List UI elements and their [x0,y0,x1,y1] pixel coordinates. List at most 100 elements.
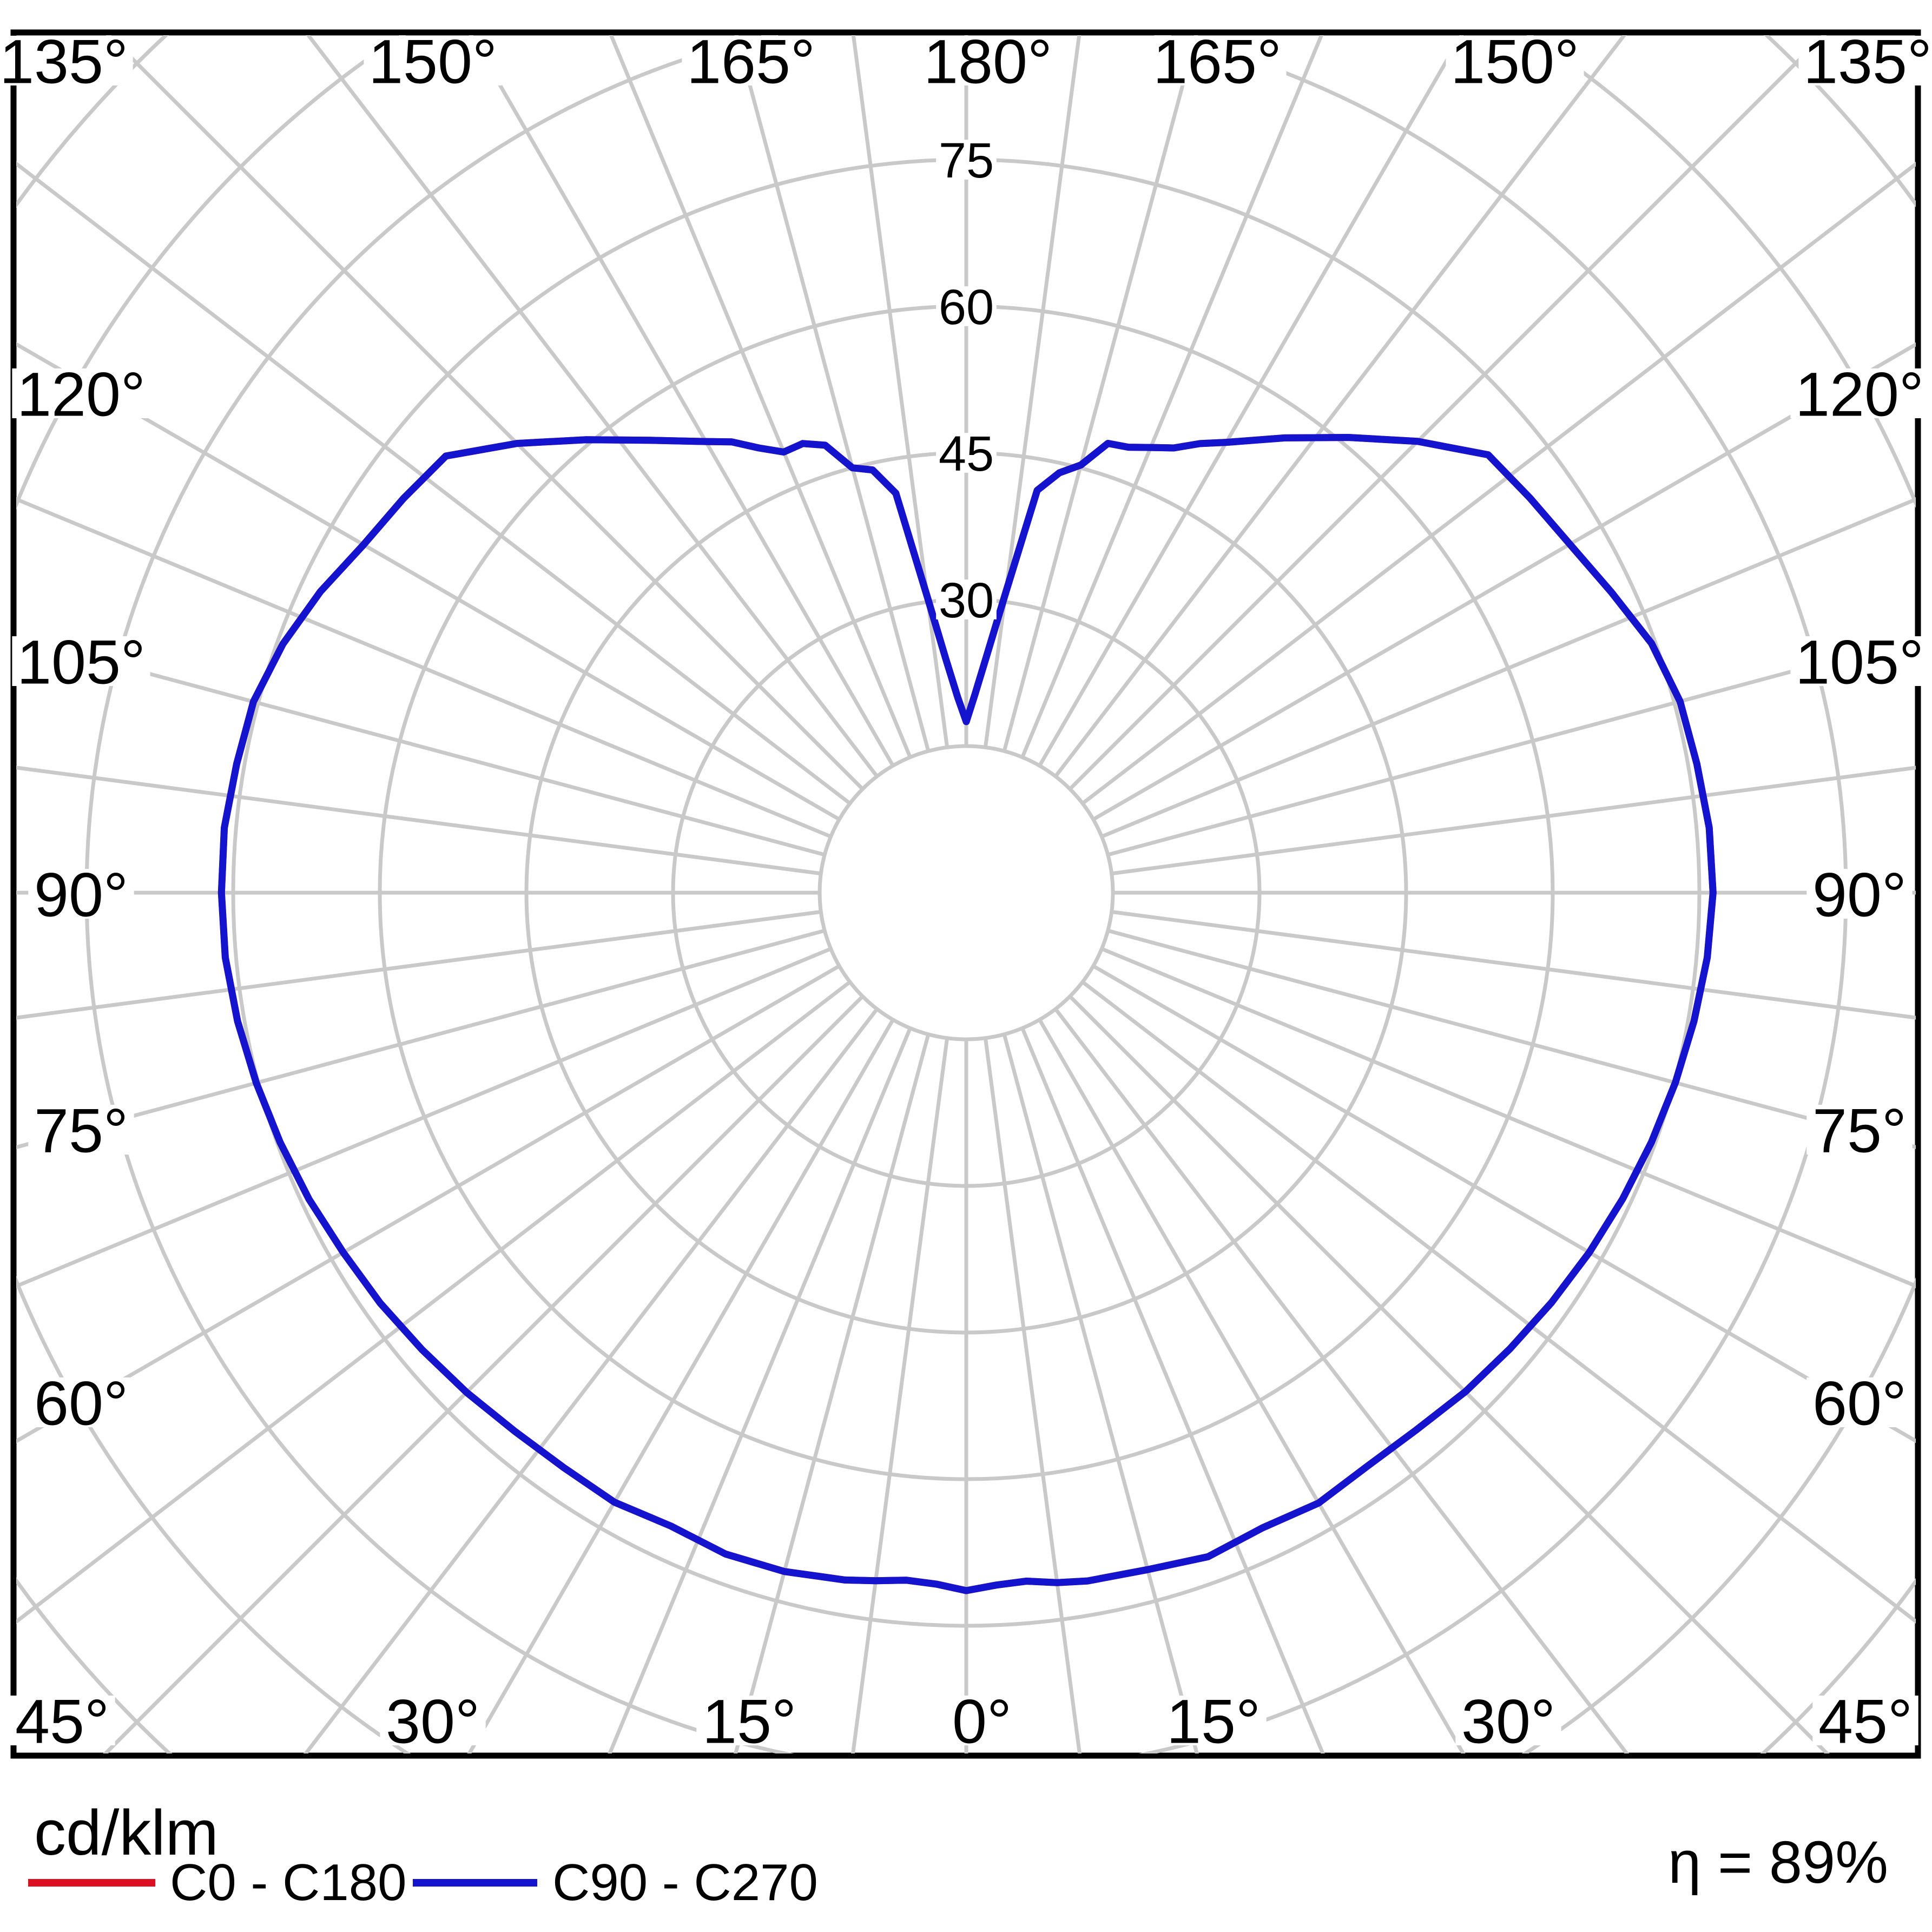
angle-label-top: 150° [1450,27,1579,96]
ring-value-labels: 30 45 60 75 [936,133,997,628]
grid-spoke [851,1038,949,1753]
angle-label-right-bg [1806,1105,1913,1155]
angle-label-top-bg [364,36,502,85]
angle-label-bottom-bg [9,1696,115,1745]
angle-label-top-bg [1446,36,1584,85]
grid-spoke [306,35,879,778]
angle-label-bottom: 15° [1166,1687,1261,1756]
ring-label-60-bg [936,286,997,326]
angle-label-top: 135° [0,27,128,96]
grid-spoke [1107,636,1916,857]
grid-spoke [16,636,826,857]
angle-label-bottom: 30° [1461,1687,1555,1756]
grid-spoke [1002,1033,1199,1753]
angle-label-bottom-bg [1455,1696,1561,1745]
grid-spoke [16,766,821,876]
grid-spoke [983,35,1082,748]
angle-label-top-bg [919,36,1057,85]
grid-spoke [734,1033,931,1753]
angle-label-bottom: 0° [952,1687,1012,1756]
grid-spoke [1038,35,1464,767]
angle-label-top-bg [0,36,133,85]
angle-label-bottom: 45° [15,1687,109,1756]
angle-label-bottom-bg [945,1696,1019,1745]
grid-spoke [16,980,852,1624]
ring-label-30: 30 [939,573,994,628]
curves [217,434,1717,1594]
grid-spoke [983,1038,1082,1753]
grid-spoke [16,909,821,1020]
grid-spoke [469,35,895,767]
angle-label-left-bg [28,1105,134,1155]
grid-spoke [16,342,841,821]
grid-spoke [1092,342,1916,821]
angle-label-bottom-bg [1160,1696,1267,1745]
curve-c90-c270 [217,434,1717,1594]
angle-label-left: 75° [34,1096,128,1165]
angle-label-top: 165° [687,27,815,96]
grid-spoke [103,995,864,1753]
grid-spoke [1101,497,1916,839]
efficiency-label: η = 89% [1668,1829,1888,1896]
grid-spoke [1002,35,1198,752]
grid-spoke [734,35,931,752]
angle-label-left-bg [28,1377,134,1427]
angle-label-right: 105° [1795,628,1924,697]
grid-spoke [16,947,832,1289]
grid-spoke [1081,980,1916,1624]
grid-spoke [467,1018,895,1753]
angle-label-left-bg [28,869,134,919]
grid-spoke [1038,1018,1466,1753]
angle-label-bottom: 15° [702,1687,796,1756]
grid-spoke [16,964,841,1443]
angle-label-left-bg [12,636,150,686]
grid-spoke [1020,1027,1325,1753]
angle-labels: 135° 150° 165° 180° 165° 150° 135° 45° 30° 15° 0° 1… [0,27,1932,1756]
ring-label-60: 60 [939,280,994,335]
angle-label-right: 120° [1795,360,1924,429]
angle-label-right: 75° [1812,1096,1907,1165]
angle-label-left: 120° [17,360,146,429]
angle-label-top: 135° [1803,27,1932,96]
angle-label-right: 90° [1812,860,1907,929]
grid-spoke [106,35,864,790]
angle-label-bottom-bg [1812,1696,1918,1745]
ring-label-45-bg [936,433,997,473]
angle-label-right-bg [1790,636,1929,686]
angle-label-top-bg [1148,36,1287,85]
legend-label-c0-c180: C0 - C180 [170,1854,407,1911]
legend-label-c90-c270: C90 - C270 [552,1854,818,1911]
angle-label-top: 150° [368,27,497,96]
angle-label-left: 60° [34,1369,128,1438]
angle-label-right-bg [1806,1377,1913,1427]
angle-label-top: 180° [924,27,1052,96]
grid-spoke [1020,35,1324,758]
grid-spoke [1092,964,1916,1443]
grid-spoke [1054,1007,1630,1753]
ring-label-75: 75 [939,133,994,188]
grid-spoke [16,497,832,839]
grid-spoke [1101,947,1916,1288]
angle-label-top-bg [682,36,820,85]
ring-label-30-bg [936,579,997,619]
angle-label-top: 165° [1153,27,1282,96]
grid-spoke [1054,35,1627,778]
grid-spoke [1107,928,1916,1149]
angle-label-left: 105° [17,628,146,697]
angle-label-left-bg [12,368,150,418]
grid-spoke [1111,909,1916,1020]
grid-spoke [1081,161,1916,805]
ring-label-45: 45 [939,426,994,482]
grid-spoke [303,1007,879,1753]
angle-label-right-bg [1806,869,1913,919]
angle-label-bottom: 45° [1818,1687,1913,1756]
angle-label-right: 60° [1812,1369,1907,1438]
angle-label-bottom-bg [696,1696,802,1745]
grid-spoke [16,928,826,1150]
angle-label-top-bg [1798,36,1932,85]
grid-spoke [1111,766,1916,876]
grid-spoke [1069,35,1827,790]
unit-label: cd/klm [34,1797,219,1869]
